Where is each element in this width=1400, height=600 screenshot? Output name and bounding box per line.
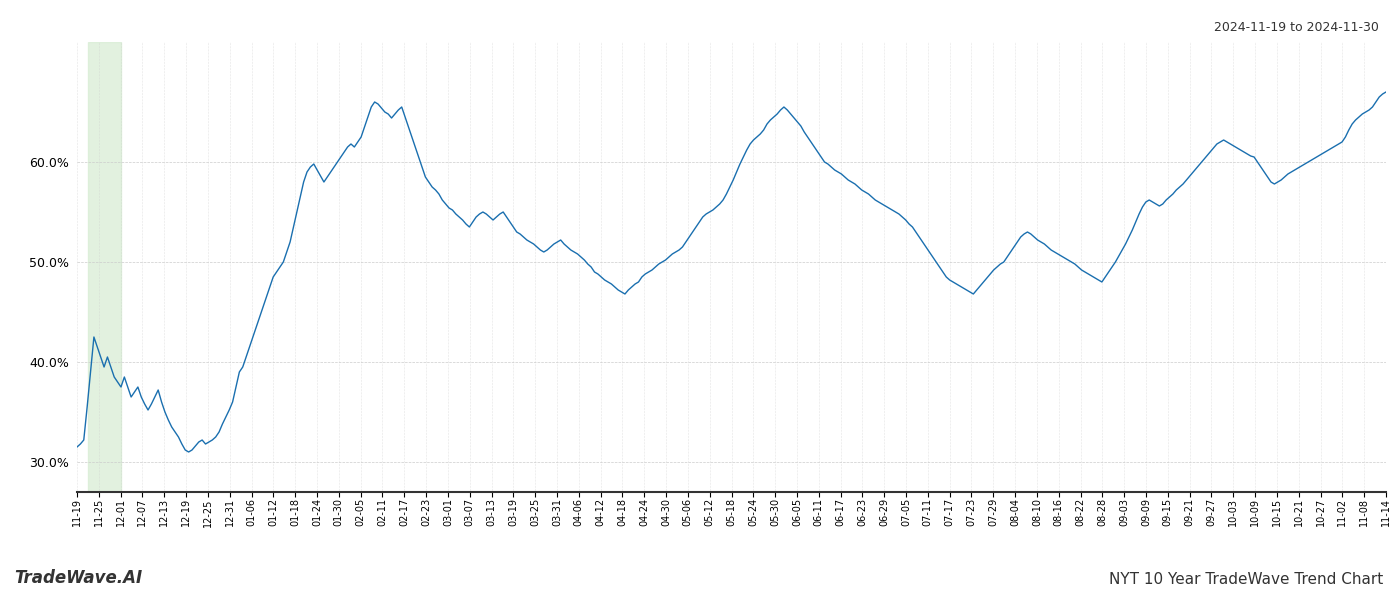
Text: TradeWave.AI: TradeWave.AI: [14, 569, 143, 587]
Text: 2024-11-19 to 2024-11-30: 2024-11-19 to 2024-11-30: [1214, 21, 1379, 34]
Bar: [88, 42, 120, 492]
Text: NYT 10 Year TradeWave Trend Chart: NYT 10 Year TradeWave Trend Chart: [1109, 572, 1383, 587]
